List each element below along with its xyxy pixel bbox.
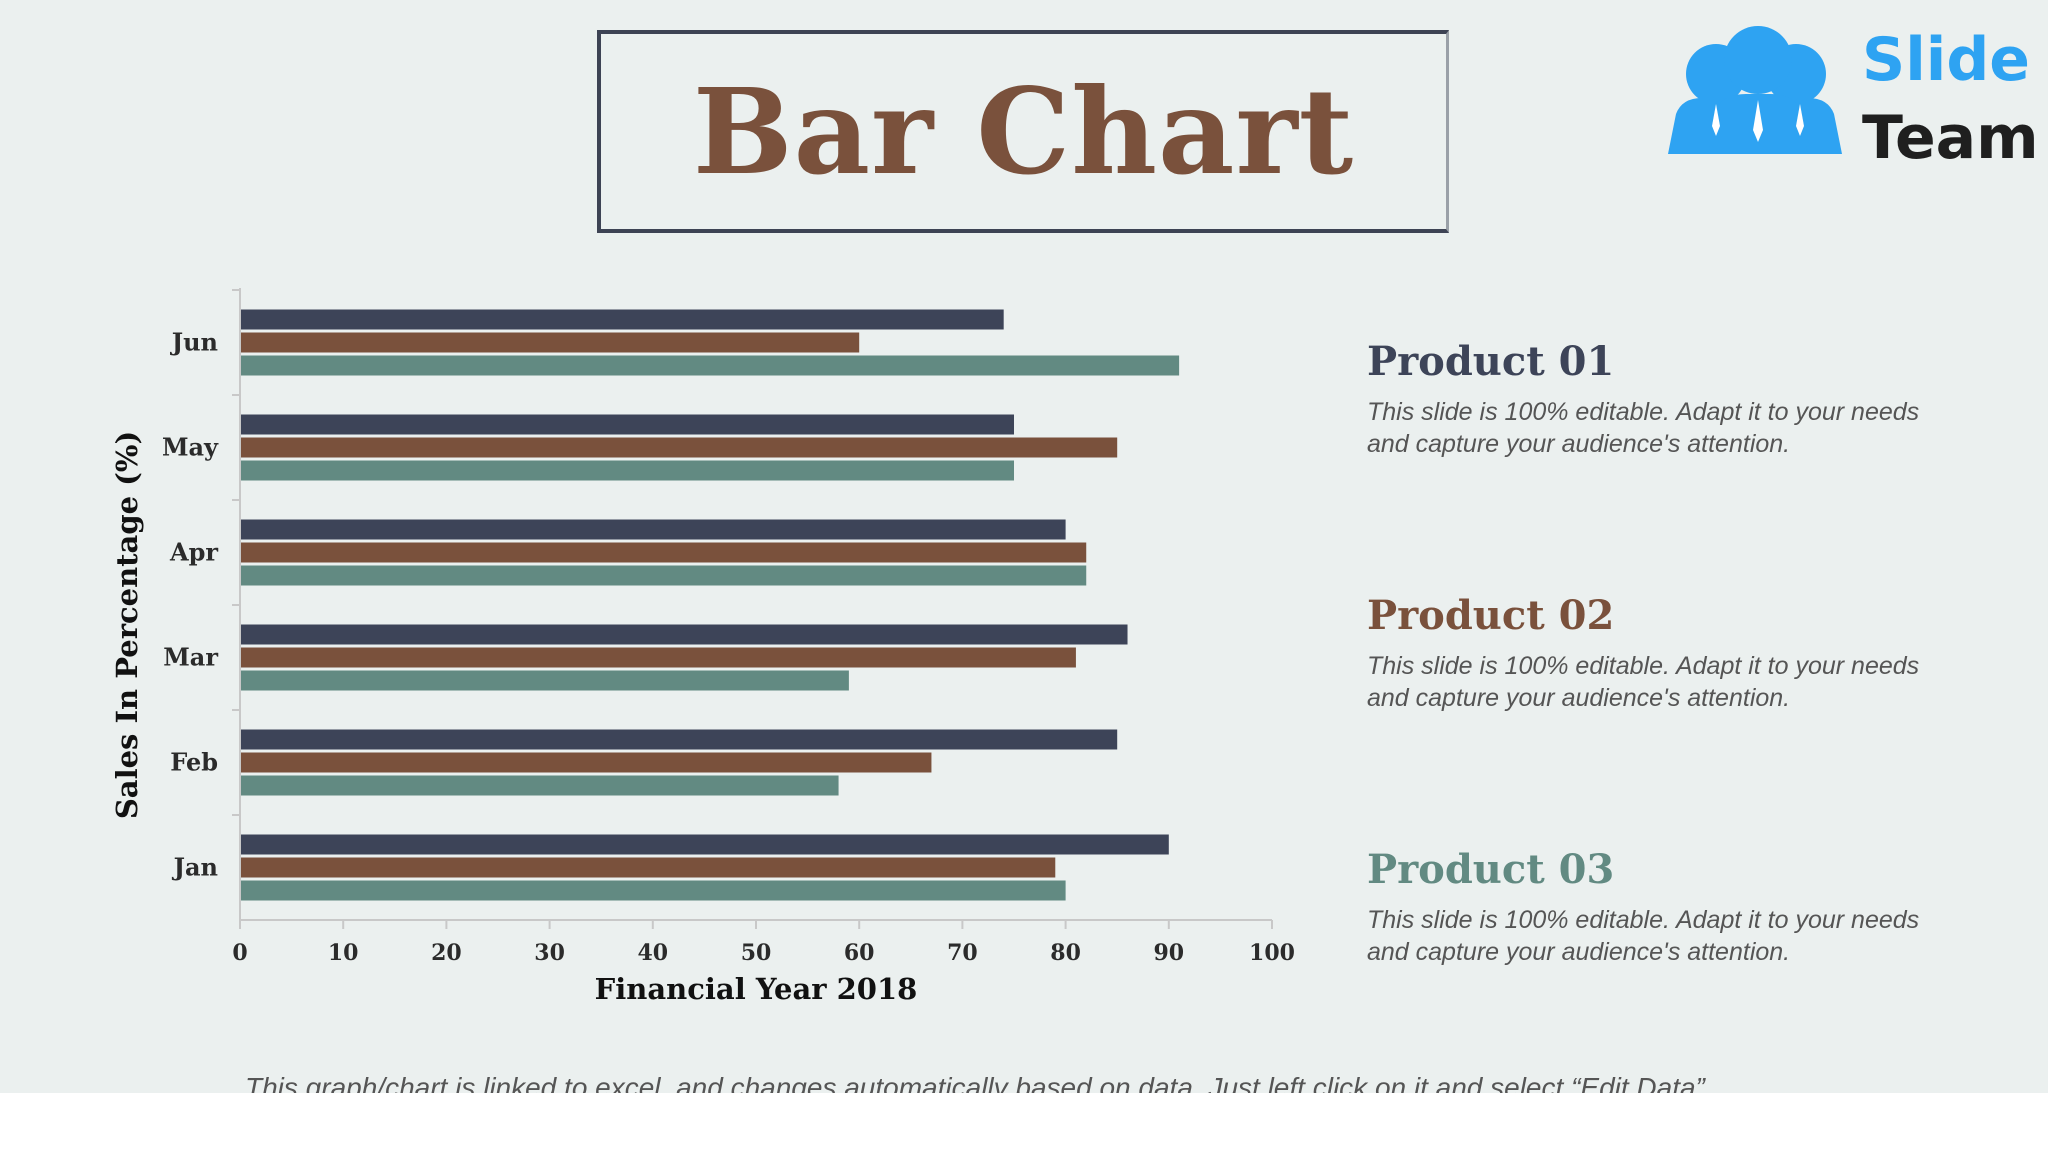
x-tick-label: 50 [741, 940, 772, 966]
x-tick-label: 20 [431, 940, 462, 966]
bar-may-series-1 [240, 414, 1014, 435]
slideteam-logo-icon [1668, 26, 1842, 154]
x-tick-label: 10 [328, 940, 359, 966]
bar-mar-series-3 [240, 670, 849, 691]
category-tick-marks [232, 289, 240, 816]
legend-name: Product 01 [1367, 338, 1615, 385]
bar-jan-series-2 [240, 857, 1056, 878]
category-label-jan: Jan [172, 853, 218, 882]
legend-item-product-03: Product 03 This slide is 100% editable. … [1367, 848, 2007, 968]
legend-name: Product 02 [1367, 592, 1615, 639]
page-title: Bar Chart [692, 62, 1355, 201]
bar-mar-series-1 [240, 624, 1128, 645]
x-tick-label: 90 [1153, 940, 1184, 966]
category-labels: Jan Feb Mar Apr May Jun [162, 328, 219, 882]
legend-description: This slide is 100% editable. Adapt it to… [1367, 652, 1920, 712]
footnote: This graph/chart is linked to excel, and… [245, 1072, 1713, 1093]
bar-apr-series-2 [240, 542, 1087, 563]
x-tick-label: 60 [844, 940, 875, 966]
bars [240, 309, 1180, 901]
x-tick-marks [239, 920, 1273, 929]
category-label-feb: Feb [170, 748, 218, 777]
x-tick-label: 80 [1050, 940, 1081, 966]
bar-feb-series-3 [240, 775, 839, 796]
bar-jan-series-3 [240, 880, 1066, 901]
bar-may-series-3 [240, 460, 1014, 481]
bar-may-series-2 [240, 437, 1118, 458]
legend-item-product-02: Product 02 This slide is 100% editable. … [1367, 594, 2007, 714]
bar-chart: Jan Feb Mar Apr May Jun 0 10 20 30 40 50 60 70 80 90 10… [110, 288, 1295, 1006]
category-label-may: May [162, 433, 219, 462]
x-tick-label: 40 [637, 940, 668, 966]
legend-name: Product 03 [1367, 846, 1615, 893]
x-tick-label: 70 [947, 940, 978, 966]
logo-text-team: Team [1862, 103, 2039, 173]
category-label-apr: Apr [169, 538, 218, 567]
category-label-mar: Mar [163, 643, 218, 672]
x-axis-title: Financial Year 2018 [595, 972, 918, 1006]
title-box: Bar Chart [597, 30, 1449, 233]
category-label-jun: Jun [170, 328, 218, 357]
bar-mar-series-2 [240, 647, 1076, 668]
bar-jan-series-1 [240, 834, 1169, 855]
bar-jun-series-1 [240, 309, 1004, 330]
legend-description: This slide is 100% editable. Adapt it to… [1367, 906, 1920, 966]
legend-item-product-01: Product 01 This slide is 100% editable. … [1367, 340, 2007, 460]
x-tick-label: 30 [534, 940, 565, 966]
legend-description: This slide is 100% editable. Adapt it to… [1367, 398, 1920, 458]
bar-apr-series-1 [240, 519, 1066, 540]
x-tick-labels: 0 10 20 30 40 50 60 70 80 90 100 [232, 940, 1295, 966]
slide: Bar Chart Slide Team Jan Feb Mar Apr May Jun … [0, 0, 2048, 1093]
bar-jun-series-3 [240, 355, 1180, 376]
bar-feb-series-1 [240, 729, 1118, 750]
x-tick-label: 100 [1249, 940, 1295, 966]
y-axis-title: Sales In Percentage (%) [110, 431, 144, 819]
logo-text-slide: Slide [1862, 25, 2030, 95]
bar-jun-series-2 [240, 332, 860, 353]
x-tick-label: 0 [232, 940, 247, 966]
bar-apr-series-3 [240, 565, 1087, 586]
bar-feb-series-2 [240, 752, 932, 773]
